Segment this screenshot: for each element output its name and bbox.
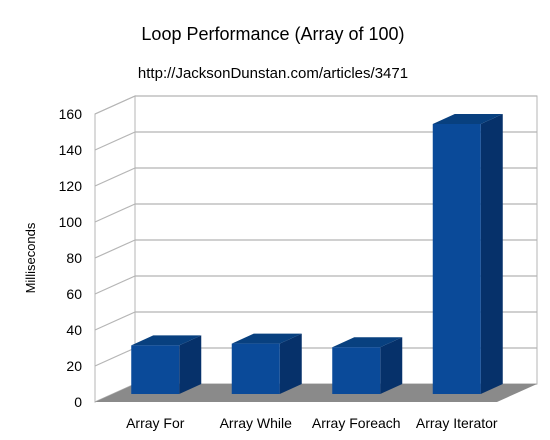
floor-layer	[95, 384, 537, 402]
bar-top	[332, 337, 403, 348]
gridline-side	[94, 167, 136, 187]
gridline-side	[94, 203, 136, 223]
bar-side	[179, 335, 202, 394]
gridline-side	[94, 347, 136, 367]
y-axis-label: Milliseconds	[23, 222, 38, 293]
x-category-label: Array For	[126, 415, 185, 431]
gridline-side	[94, 95, 136, 115]
y-tick-label: 80	[66, 250, 82, 266]
y-tick-label: 60	[66, 286, 82, 302]
y-tick-labels: 0 20 40 60 80 100 120 140 160	[59, 106, 83, 410]
x-category-label: Array Foreach	[312, 415, 401, 431]
x-category-label: Array Iterator	[416, 415, 498, 431]
bar	[131, 345, 180, 394]
y-tick-label: 0	[74, 394, 82, 410]
y-tick-label: 160	[59, 106, 83, 122]
bar	[231, 343, 280, 394]
x-category-label: Array While	[220, 415, 293, 431]
bar-top	[131, 335, 202, 346]
x-category-labels: Array For Array While Array Foreach Array I…	[126, 415, 498, 431]
bar-layer	[131, 114, 503, 394]
gridline-side	[94, 239, 136, 259]
y-tick-label: 40	[66, 322, 82, 338]
bar-side	[380, 337, 403, 394]
gridline-side	[94, 131, 136, 151]
bar-side	[480, 114, 503, 394]
chart-floor	[95, 384, 537, 402]
y-tick-label: 140	[59, 142, 83, 158]
y-tick-label: 100	[59, 214, 83, 230]
y-tick-label: 120	[59, 178, 83, 194]
y-tick-label: 20	[66, 358, 82, 374]
chart-subtitle: http://JacksonDunstan.com/articles/3471	[138, 65, 408, 82]
bar-side	[279, 333, 302, 394]
bar-top	[231, 333, 302, 344]
chart-title: Loop Performance (Array of 100)	[141, 24, 404, 44]
bar	[332, 347, 381, 394]
bar	[432, 124, 481, 394]
bar-top	[432, 114, 503, 124]
gridline-side	[94, 311, 136, 331]
gridline-side	[94, 275, 136, 295]
